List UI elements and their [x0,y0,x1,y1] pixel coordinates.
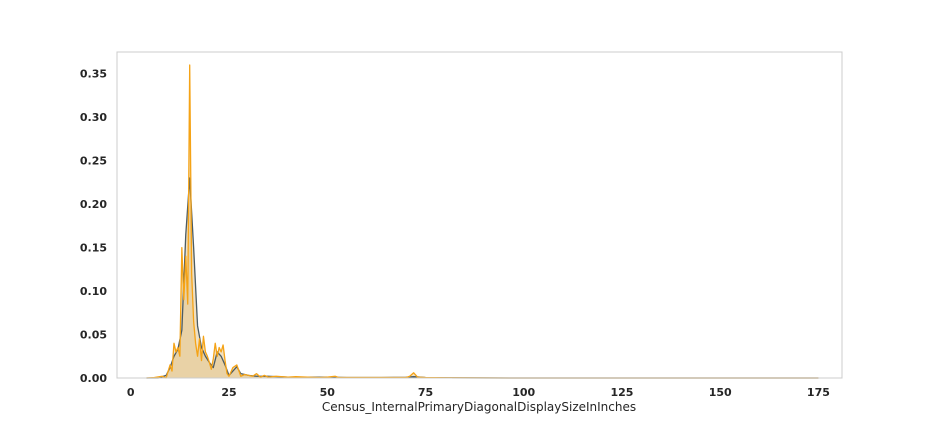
x-tick-label: 50 [320,386,336,399]
x-tick-labels: 0 25 50 75 100 125 150 175 [127,386,830,399]
y-tick-label: 0.35 [80,68,107,81]
x-tick-label: 125 [610,386,633,399]
y-tick-label: 0.00 [80,372,107,385]
series-2-area [146,65,819,378]
y-tick-label: 0.30 [80,111,107,124]
x-tick-label: 25 [221,386,236,399]
series-1-line [146,177,819,379]
series-2-line [146,64,819,379]
x-tick-label: 175 [807,386,830,399]
y-tick-labels: 0.00 0.05 0.10 0.15 0.20 0.25 0.30 0.35 [80,68,107,385]
x-tick-label: 100 [512,386,535,399]
x-axis-label: Census_InternalPrimaryDiagonalDisplaySiz… [322,400,636,414]
plot-frame [116,51,843,379]
x-tick-label: 150 [709,386,732,399]
series-1-area [146,178,819,378]
y-tick-label: 0.05 [80,329,107,342]
x-tick-label: 0 [127,386,135,399]
x-tick-label: 75 [418,386,433,399]
y-tick-label: 0.10 [80,285,107,298]
density-fill-layer [146,65,819,378]
y-tick-label: 0.25 [80,155,107,168]
y-tick-label: 0.20 [80,198,107,211]
density-line-layer [146,64,819,379]
y-tick-label: 0.15 [80,242,107,255]
